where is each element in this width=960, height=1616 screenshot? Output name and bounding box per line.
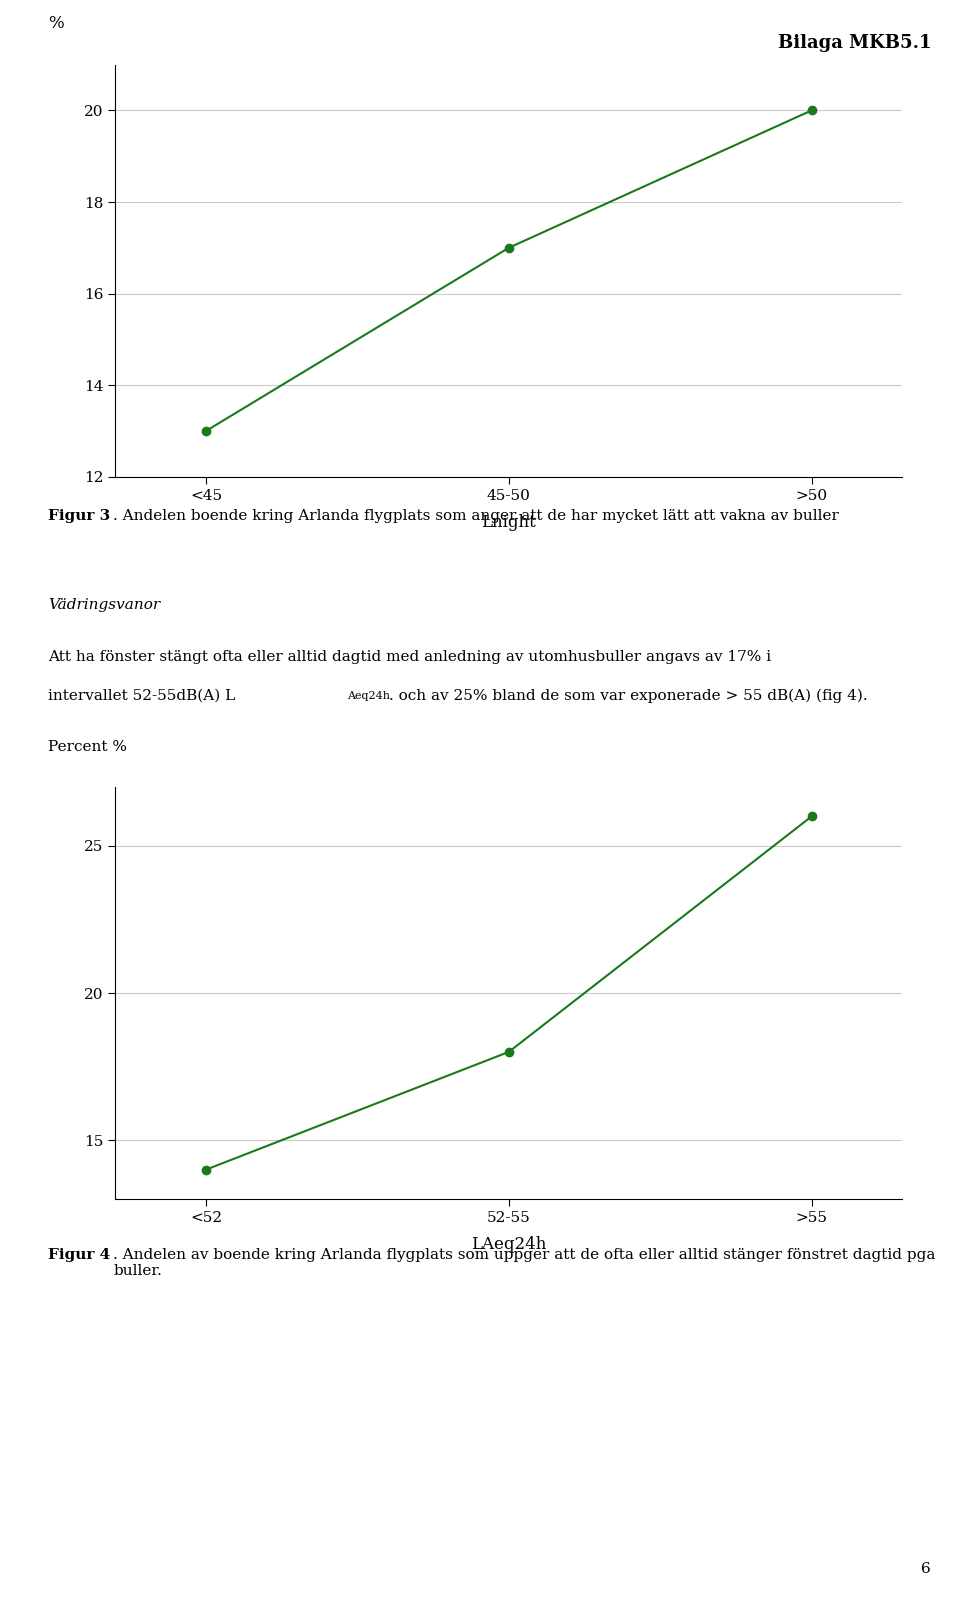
Text: 6: 6 [922,1561,931,1576]
Text: Figur 3: Figur 3 [48,509,110,524]
Text: Figur 4: Figur 4 [48,1248,110,1262]
Text: intervallet 52-55dB(A) L: intervallet 52-55dB(A) L [48,688,235,703]
Text: %: % [48,15,64,32]
Text: Aeq24h: Aeq24h [348,692,391,701]
Text: . Andelen boende kring Arlanda flygplats som anger att de har mycket lätt att va: . Andelen boende kring Arlanda flygplats… [113,509,839,524]
X-axis label: LAeq24h: LAeq24h [471,1236,546,1252]
Text: . och av 25% bland de som var exponerade > 55 dB(A) (fig 4).: . och av 25% bland de som var exponerade… [389,688,868,703]
Text: Vädringsvanor: Vädringsvanor [48,598,160,612]
Text: Percent %: Percent % [48,740,128,755]
Text: Att ha fönster stängt ofta eller alltid dagtid med anledning av utomhusbuller an: Att ha fönster stängt ofta eller alltid … [48,650,771,664]
Text: . Andelen av boende kring Arlanda flygplats som uppger att de ofta eller alltid : . Andelen av boende kring Arlanda flygpl… [113,1248,936,1278]
Text: Bilaga MKB5.1: Bilaga MKB5.1 [778,34,931,52]
X-axis label: Lnight: Lnight [481,514,537,530]
